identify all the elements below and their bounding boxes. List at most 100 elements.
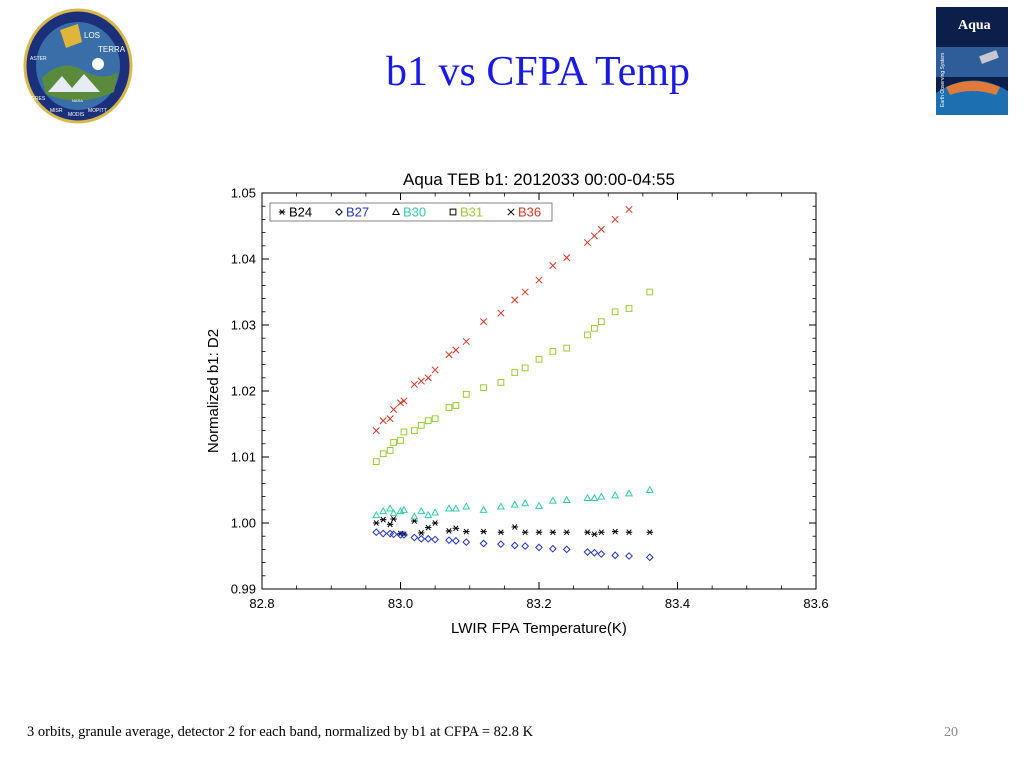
data-point-b24: [431, 520, 439, 526]
patch-label-ceres: CERES: [28, 96, 46, 102]
patch-mountains-shape: [48, 74, 100, 92]
data-point-b24: [591, 531, 598, 538]
data-point-b24: [452, 525, 460, 532]
slide-title: b1 vs CFPA Temp: [385, 49, 690, 95]
data-point-b31: [379, 450, 387, 458]
y-tick-label-1-02: 1.02: [231, 384, 256, 399]
data-point-b31: [497, 379, 505, 386]
legend-marker-b36: [507, 208, 515, 216]
data-point-b27: [535, 543, 543, 552]
patch-label-modis: MODIS: [68, 112, 85, 118]
data-point-b27: [372, 528, 381, 537]
data-point-b36: [480, 318, 488, 326]
data-point-b36: [521, 288, 529, 296]
patch-label-aster: ASTER: [30, 56, 47, 62]
data-point-b36: [625, 205, 633, 214]
data-point-b30: [417, 506, 426, 515]
data-point-b27: [479, 539, 488, 548]
x-tick-label-83-6: 83.6: [803, 596, 828, 611]
data-point-b27: [590, 548, 599, 557]
data-point-b24: [425, 524, 432, 531]
poster-satellite-shape: [979, 50, 999, 64]
data-point-b36: [563, 254, 571, 262]
data-point-b30: [562, 495, 571, 503]
data-point-b31: [424, 417, 432, 425]
data-point-b27: [562, 545, 571, 554]
data-point-b27: [410, 533, 419, 542]
poster-sunset-shape: [946, 81, 1000, 95]
data-point-b30: [611, 491, 620, 499]
data-point-b30: [444, 504, 454, 512]
x-tick-label-83-2: 83.2: [526, 596, 551, 611]
data-point-b27: [396, 530, 405, 539]
y-axis: 0.99 1.00 1.01 1.02 1.03 1.04 1.05: [231, 186, 816, 597]
data-point-b36: [549, 262, 557, 270]
data-point-b31: [417, 421, 425, 429]
y-tick-label-1-01: 1.01: [231, 450, 256, 465]
poster-sky-band: [936, 47, 1008, 77]
data-point-b36: [379, 417, 387, 425]
data-point-b27: [462, 538, 471, 547]
data-point-b27: [645, 553, 654, 562]
aqua-poster-logo: Aqua Earth Observing System: [936, 7, 1008, 115]
data-point-b24: [598, 529, 605, 536]
data-point-b24: [521, 529, 529, 536]
data-point-b24: [390, 516, 397, 522]
data-point-b31: [452, 402, 460, 409]
y-tick-label-1-00: 1.00: [231, 516, 256, 531]
data-point-b27: [611, 551, 620, 560]
legend-label-b36: B36: [518, 205, 541, 220]
data-point-b36: [386, 415, 394, 423]
data-point-b30: [590, 493, 599, 501]
data-point-b31: [511, 369, 519, 376]
data-point-b24: [373, 520, 380, 526]
data-point-b31: [521, 364, 529, 372]
data-point-b27: [548, 544, 557, 553]
data-point-b31: [563, 344, 571, 352]
data-point-b30: [372, 510, 381, 519]
data-point-b36: [372, 427, 380, 435]
data-point-b31: [390, 439, 397, 446]
slide-number: 20: [944, 725, 958, 740]
legend-marker-b31: [449, 208, 457, 216]
data-point-b31: [431, 415, 439, 423]
data-point-b30: [399, 505, 409, 513]
data-point-b36: [417, 377, 425, 385]
patch-label-mopitt: MOPITT: [88, 108, 107, 114]
data-point-b31: [597, 318, 605, 326]
data-point-b30: [462, 502, 471, 510]
data-point-b24: [646, 529, 653, 536]
x-tick-label-83-0: 83.0: [388, 596, 413, 611]
patch-label-misr: MISR: [50, 108, 63, 114]
data-point-b30: [451, 504, 460, 512]
data-point-b31: [535, 355, 543, 363]
series-b30: [372, 485, 654, 520]
data-point-b27: [379, 529, 388, 538]
poster-label-aqua: Aqua: [958, 18, 991, 33]
data-point-b36: [424, 374, 432, 382]
data-point-b27: [389, 530, 398, 539]
data-point-b30: [379, 506, 388, 515]
scatter-chart: Aqua TEB b1: 2012033 00:00-04:55 82.8 83.…: [205, 170, 829, 637]
legend-label-b24: B24: [289, 205, 312, 220]
series-layer: [372, 205, 654, 562]
data-point-b24: [511, 524, 518, 530]
data-point-b27: [445, 536, 453, 545]
y-tick-label-1-03: 1.03: [231, 318, 256, 333]
data-point-b31: [410, 427, 418, 434]
data-point-b24: [386, 521, 394, 528]
data-point-b30: [534, 501, 544, 509]
data-point-b27: [451, 536, 460, 545]
legend-marker-b27: [335, 208, 343, 216]
x-tick-label-83-4: 83.4: [665, 596, 690, 611]
data-point-b24: [625, 529, 633, 536]
data-point-b30: [597, 492, 606, 500]
data-point-b24: [480, 528, 487, 535]
data-point-b27: [424, 534, 433, 543]
data-point-b24: [379, 516, 387, 523]
data-point-b31: [625, 305, 633, 312]
patch-sun-shape: [92, 58, 104, 70]
data-point-b31: [549, 348, 557, 355]
data-point-b36: [400, 397, 408, 405]
data-point-b24: [611, 528, 619, 535]
